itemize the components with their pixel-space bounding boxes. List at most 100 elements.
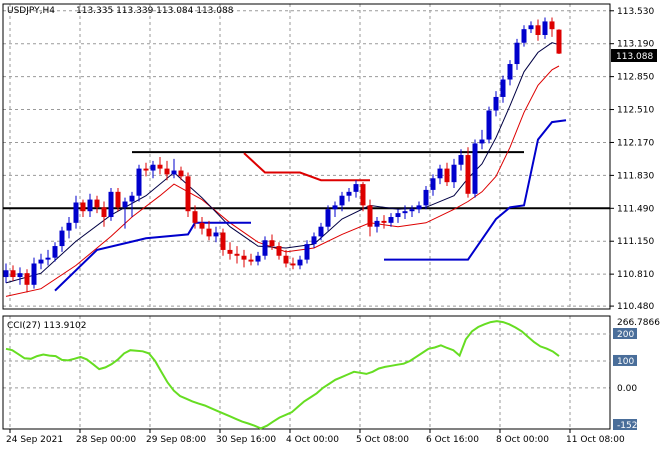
candle-body	[17, 273, 23, 278]
candle-body	[101, 207, 107, 218]
candle-body	[346, 191, 352, 196]
time-axis-label: 5 Oct 08:00	[356, 435, 409, 445]
current-price-marker: 113.088	[611, 49, 657, 62]
candle-body	[388, 217, 394, 223]
candle-body	[451, 164, 457, 183]
candle-body	[528, 25, 534, 30]
price-axis-label: 113.530	[617, 7, 654, 17]
candle-body	[507, 64, 513, 80]
candles	[3, 17, 562, 293]
candle-body	[283, 255, 289, 264]
candle-body	[395, 213, 401, 218]
price-axis-label: 112.850	[617, 73, 654, 83]
candle-body	[262, 240, 268, 256]
candle-body	[535, 25, 541, 35]
candle-body	[409, 209, 415, 212]
candle-body	[94, 199, 100, 208]
time-axis-label: 11 Oct 08:00	[566, 435, 625, 445]
candle-body	[437, 168, 443, 179]
time-axis-label: 24 Sep 2021	[6, 435, 63, 445]
candle-body	[381, 220, 387, 223]
candle-body	[192, 211, 198, 223]
price-axis-label: 111.150	[617, 237, 654, 247]
candle-body	[10, 270, 16, 278]
time-axis-label: 4 Oct 00:00	[286, 435, 339, 445]
current-price-box	[611, 49, 657, 62]
time-axis[interactable]: 24 Sep 2021 28 Sep 00:00 29 Sep 08:00 30 Se…	[6, 429, 625, 445]
price-axis-label: 110.480	[617, 302, 654, 312]
ohlc-values-label: 113.335 113.339 113.084 113.088	[76, 6, 234, 16]
candle-body	[185, 176, 191, 212]
cci-axis-label-highlight	[613, 419, 637, 430]
candle-body	[171, 170, 177, 175]
candle-body	[115, 191, 121, 208]
candle-body	[3, 270, 9, 278]
price-axis-label: 112.510	[617, 106, 654, 116]
candle-body	[458, 155, 464, 165]
candle-body	[304, 244, 310, 260]
cci-axis-label: -152.2932	[617, 421, 660, 431]
cci-axis-label: 0.00	[617, 384, 637, 394]
candle-body	[521, 29, 527, 43]
candle-body	[353, 184, 359, 192]
candle-body	[367, 205, 373, 227]
candle-body	[241, 255, 247, 260]
candle-body	[269, 240, 275, 247]
candle-body	[38, 259, 44, 264]
candle-body	[430, 178, 436, 190]
candle-body	[150, 164, 156, 171]
candle-body	[416, 205, 422, 210]
candle-body	[255, 255, 261, 262]
candle-body	[479, 139, 485, 144]
price-axis[interactable]: 113.530 113.190 112.850 112.510 112.170 111.8…	[610, 7, 654, 312]
candle-body	[73, 202, 79, 223]
candle-body	[423, 189, 429, 206]
candle-body	[45, 257, 51, 260]
candle-body	[143, 168, 149, 171]
cci-series-line	[5, 320, 560, 430]
candle-body	[220, 232, 226, 250]
candle-body	[136, 168, 142, 196]
candle-body	[122, 201, 128, 208]
candle-body	[52, 246, 58, 258]
cci-panel[interactable]: 266.7866 200 100 0.00 -152.2932 CCI(27) 113.…	[2, 315, 660, 431]
candle-body	[402, 211, 408, 214]
cci-grid	[3, 316, 610, 429]
trailing-stop-long-line	[384, 119, 567, 261]
cci-panel-frame	[2, 315, 611, 430]
cci-axis-label: 200	[617, 330, 634, 340]
candle-body	[290, 263, 296, 266]
candle-body	[31, 263, 37, 285]
candle-body	[444, 168, 450, 183]
candle-body	[178, 170, 184, 177]
price-axis-label: 111.830	[617, 171, 654, 181]
price-axis-label: 110.810	[617, 270, 654, 280]
trailing-stop-long-line	[54, 221, 251, 292]
candle-body	[472, 143, 478, 194]
candle-body	[339, 195, 345, 206]
time-axis-label: 30 Sep 16:00	[216, 435, 276, 445]
candle-body	[129, 195, 135, 202]
cci-line	[5, 320, 560, 430]
candle-body	[24, 273, 30, 285]
cci-axis-label-highlight	[613, 354, 637, 366]
cci-axis[interactable]: 266.7866 200 100 0.00 -152.2932	[613, 318, 660, 431]
cci-levels	[3, 333, 610, 362]
price-axis-label: 113.190	[617, 40, 654, 50]
candle-body	[234, 253, 240, 256]
candle-body	[199, 222, 205, 229]
cci-axis-label-highlight	[613, 328, 637, 340]
price-panel[interactable]: 113.530 113.190 112.850 112.510 112.170 111.8…	[2, 3, 657, 312]
time-axis-label: 8 Oct 00:00	[496, 435, 549, 445]
time-axis-label: 29 Sep 08:00	[146, 435, 206, 445]
chart-header: USDJPY,H4 113.335 113.339 113.084 113.08…	[7, 6, 234, 16]
candle-body	[493, 96, 499, 111]
candle-body	[311, 236, 317, 245]
candle-body	[59, 230, 65, 247]
candle-body	[213, 232, 219, 237]
candle-body	[556, 29, 562, 54]
candle-body	[332, 205, 338, 210]
candle-body	[80, 202, 86, 212]
candle-body	[514, 42, 520, 65]
